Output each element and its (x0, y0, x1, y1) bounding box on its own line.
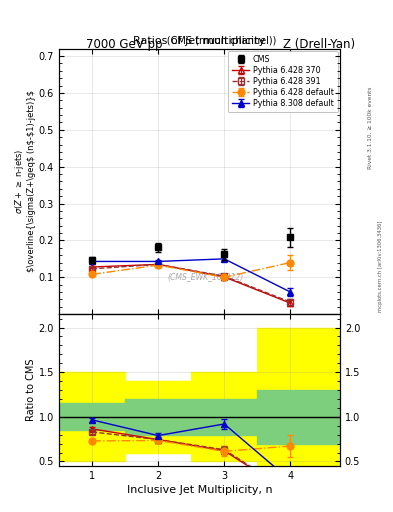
Text: Ratios of jet multiplicity: Ratios of jet multiplicity (133, 36, 266, 46)
Text: (CMS (muon channel)): (CMS (muon channel)) (123, 36, 276, 46)
Y-axis label: $\sigma(Z+\geq$ n-jets)
$\overline{\sigma(Z+\geq$ (n$-$1)-jets)}$: $\sigma(Z+\geq$ n-jets) $\overline{\sigm… (13, 91, 36, 272)
Text: mcplots.cern.ch [arXiv:1306.3436]: mcplots.cern.ch [arXiv:1306.3436] (378, 221, 383, 312)
Text: 7000 GeV pp: 7000 GeV pp (86, 38, 163, 51)
Legend: CMS, Pythia 6.428 370, Pythia 6.428 391, Pythia 6.428 default, Pythia 8.308 defa: CMS, Pythia 6.428 370, Pythia 6.428 391,… (228, 51, 338, 112)
Text: (CMS_EWK_10_012): (CMS_EWK_10_012) (167, 272, 243, 282)
Text: Z (Drell-Yan): Z (Drell-Yan) (283, 38, 355, 51)
X-axis label: Inclusive Jet Multiplicity, n: Inclusive Jet Multiplicity, n (127, 485, 272, 495)
Y-axis label: Ratio to CMS: Ratio to CMS (26, 359, 36, 421)
Text: Rivet 3.1.10, ≥ 100k events: Rivet 3.1.10, ≥ 100k events (368, 87, 373, 169)
